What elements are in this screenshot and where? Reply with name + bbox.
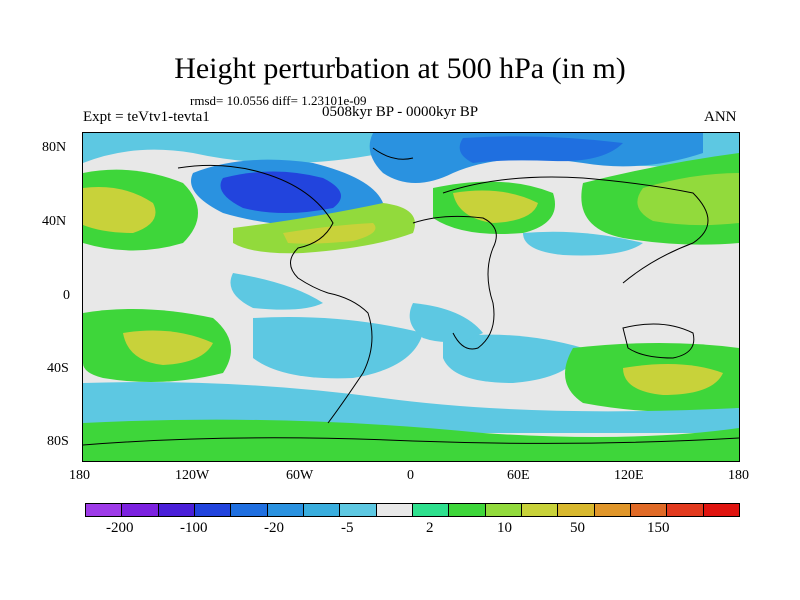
x-tick-120e: 120E: [614, 468, 644, 483]
contour-south-atlantic-blue: [253, 317, 423, 379]
colorbar-segment: [667, 504, 704, 516]
x-tick-180w: 180: [69, 468, 90, 483]
coast-africa: [412, 215, 497, 350]
colorbar-segment: [594, 504, 631, 516]
colorbar-segment: [194, 504, 232, 516]
contour-south-pacific-core: [123, 330, 213, 365]
colorbar-segment: [86, 504, 123, 516]
colorbar-segment: [558, 504, 595, 516]
colorbar-segment: [303, 504, 341, 516]
season-label: ANN: [704, 109, 737, 125]
contour-map: [83, 133, 739, 461]
stats-subtitle: rmsd= 10.0556 diff= 1.23101e-09: [190, 93, 367, 108]
colorbar-segment: [340, 504, 377, 516]
x-tick-60w: 60W: [286, 468, 314, 483]
contour-atlantic-high-core: [283, 223, 376, 244]
colorbar-segment: [376, 504, 413, 516]
colorbar-label-neg20: -20: [264, 520, 284, 536]
contour-antarctic-green: [83, 419, 739, 461]
contour-arctic-deep: [459, 136, 623, 163]
coastlines: [83, 147, 739, 446]
colorbar-label-10: 10: [497, 520, 512, 536]
colorbar-segment: [521, 504, 559, 516]
contour-asia-high-core: [637, 173, 739, 226]
y-tick-80n: 80N: [42, 140, 67, 155]
colorbar-segment: [122, 504, 159, 516]
coast-antarctica: [83, 437, 739, 446]
x-tick-60e: 60E: [507, 468, 530, 483]
colorbar-label-150: 150: [647, 520, 670, 536]
contour-equator-blue-africa: [409, 303, 483, 342]
coast-eurasia: [442, 176, 709, 284]
x-tick-180e: 180: [728, 468, 749, 483]
colorbar-label-2: 2: [426, 520, 434, 536]
coast-north-america: [177, 164, 334, 294]
colorbar: [85, 503, 740, 517]
y-tick-0: 0: [63, 288, 70, 303]
contour-south-indian-blue: [443, 334, 583, 383]
coast-south-america: [327, 292, 373, 424]
coast-australia: [622, 323, 695, 359]
experiment-label: Expt = teVtv1-tevta1: [83, 109, 210, 125]
coast-greenland: [372, 147, 414, 160]
plot-title: Height perturbation at 500 hPa (in m): [174, 52, 626, 85]
contour-equator-blue-west: [230, 273, 323, 310]
contour-pacific-high-core: [83, 187, 156, 233]
y-tick-40s: 40S: [47, 361, 69, 376]
y-tick-80s: 80S: [47, 434, 69, 449]
colorbar-label-neg5: -5: [341, 520, 354, 536]
colorbar-label-neg100: -100: [180, 520, 208, 536]
period-subtitle: 0508kyr BP - 0000kyr BP: [322, 104, 479, 120]
contour-south-australia-core: [623, 364, 723, 395]
colorbar-segment: [231, 504, 268, 516]
x-tick-120w: 120W: [175, 468, 210, 483]
colorbar-segment: [267, 504, 304, 516]
colorbar-segment: [158, 504, 195, 516]
contour-namerica-core: [220, 171, 341, 213]
y-tick-40n: 40N: [42, 214, 67, 229]
contour-eurasia-high-core: [453, 190, 538, 223]
colorbar-label-neg200: -200: [106, 520, 134, 536]
colorbar-segment: [703, 504, 739, 516]
colorbar-segment: [630, 504, 668, 516]
colorbar-segment: [412, 504, 450, 516]
contour-asia-blue: [523, 231, 643, 256]
map-plot: [82, 132, 740, 462]
x-tick-0: 0: [407, 468, 414, 483]
colorbar-label-50: 50: [570, 520, 585, 536]
colorbar-segment: [485, 504, 522, 516]
colorbar-segment: [449, 504, 486, 516]
